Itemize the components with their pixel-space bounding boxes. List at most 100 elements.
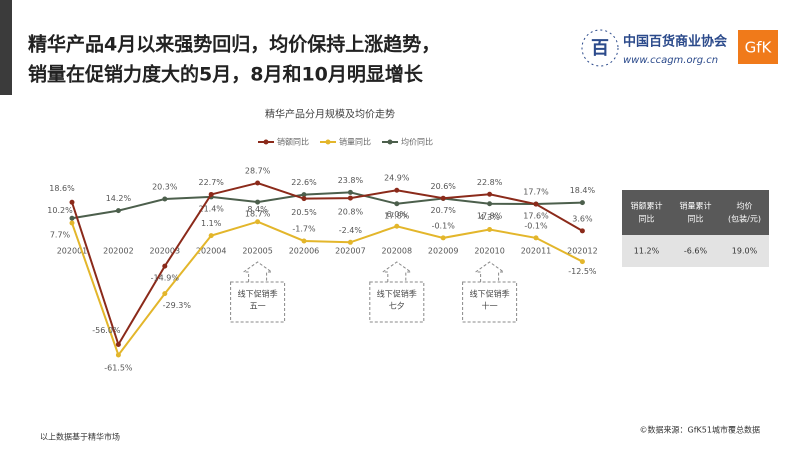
point	[347, 239, 353, 245]
x-tick-label: 202007	[335, 247, 366, 256]
table-header: 同比	[688, 214, 704, 224]
chart-title: 精华产品分月规模及均价走势	[265, 108, 395, 121]
x-tick-label: 202012	[567, 247, 598, 256]
arrow	[242, 261, 274, 282]
point	[208, 233, 214, 239]
x-tick-label: 202008	[382, 247, 413, 256]
point	[115, 208, 121, 214]
point	[579, 200, 585, 206]
point	[394, 201, 400, 207]
data-label: 20.3%	[152, 183, 178, 192]
data-label: 17.8%	[384, 211, 410, 220]
legend-marker	[387, 139, 393, 145]
data-label: 18.7%	[245, 210, 271, 219]
x-tick-label: 202011	[521, 247, 552, 256]
point	[162, 196, 168, 202]
data-label: 23.8%	[338, 176, 364, 185]
table-header: 销额累计	[631, 201, 663, 211]
data-label: 8.4%	[247, 205, 268, 214]
point	[69, 215, 75, 221]
point	[115, 342, 121, 348]
x-tick-label: 202006	[289, 247, 320, 256]
data-label: 10.2%	[47, 206, 73, 215]
data-label: -0.1%	[432, 221, 456, 230]
series-line	[71, 220, 583, 358]
series-line	[71, 181, 583, 347]
annotation-title: 线下促销季	[238, 289, 278, 299]
legend-label: 均价同比	[401, 137, 433, 147]
data-label: 18.4%	[570, 186, 596, 195]
table-row-bg	[622, 235, 769, 267]
data-label: -14.9%	[151, 274, 180, 283]
point	[255, 180, 261, 186]
arrow	[474, 261, 506, 282]
data-label: -1.7%	[292, 224, 316, 233]
point	[394, 223, 400, 229]
annotation-label: 五一	[250, 302, 266, 311]
source: ©数据来源：GfK51城市覆总数据	[640, 425, 760, 435]
point	[301, 196, 307, 202]
data-label: 22.6%	[291, 178, 317, 187]
data-label: 20.5%	[291, 208, 317, 217]
legend-label: 销额同比	[277, 137, 309, 147]
point	[579, 259, 585, 265]
point	[162, 263, 168, 269]
data-label: 21.4%	[198, 204, 224, 213]
point	[533, 201, 539, 207]
data-label: -2.4%	[339, 226, 363, 235]
point	[347, 195, 353, 201]
data-label: -56.0%	[92, 326, 121, 335]
annotation-box	[369, 281, 425, 323]
point	[255, 219, 261, 225]
annotation-box	[462, 281, 518, 323]
point	[440, 235, 446, 241]
annotation-title: 线下促销季	[470, 289, 510, 299]
point	[301, 238, 307, 244]
data-label: 24.9%	[384, 174, 410, 183]
slide-title: 精华产品4月以来强势回归，均价保持上涨趋势，	[28, 33, 440, 56]
legend-marker	[325, 139, 331, 145]
legend-label: 销量同比	[339, 137, 371, 147]
data-label: 20.7%	[430, 206, 456, 215]
table-cell: 19.0%	[732, 247, 758, 256]
data-label: 18.6%	[49, 184, 75, 193]
logo-mark	[581, 29, 619, 67]
x-tick-label: 202004	[196, 247, 227, 256]
point	[440, 195, 446, 201]
accent-bar	[0, 0, 12, 95]
x-tick-label: 202005	[242, 247, 273, 256]
data-label: 7.7%	[50, 231, 71, 240]
x-tick-label: 202001	[57, 247, 88, 256]
annotation-box	[230, 281, 286, 323]
annotation-title: 线下促销季	[377, 289, 417, 299]
point	[208, 191, 214, 197]
series-line	[71, 191, 583, 220]
data-label: -61.5%	[104, 364, 133, 373]
brand: GfK	[745, 39, 773, 57]
data-label: -0.1%	[524, 221, 548, 230]
brand-box	[738, 30, 778, 64]
slide-title: 销量在促销力度大的5月，8月和10月明显增长	[28, 63, 424, 86]
point	[579, 228, 585, 234]
x-tick-label: 202002	[103, 247, 134, 256]
annotation-label: 十一	[482, 301, 498, 311]
footnote: 以上数据基于精华市场	[40, 432, 120, 442]
data-label: 22.7%	[198, 178, 224, 187]
data-label: 1.1%	[201, 219, 222, 228]
x-tick-label: 202010	[474, 247, 505, 256]
table-header: 均价	[737, 201, 753, 211]
data-label: 17.6%	[523, 212, 549, 221]
point	[487, 227, 493, 233]
data-label: 17.8%	[477, 211, 503, 220]
data-label: 3.6%	[572, 214, 593, 223]
table-header-bg	[622, 190, 769, 235]
point	[115, 352, 121, 358]
point	[69, 199, 75, 205]
data-label: 4.3%	[479, 213, 500, 222]
point	[255, 199, 261, 205]
data-label: 20.8%	[338, 208, 364, 217]
logo-glyph: 百	[591, 38, 609, 59]
data-label: 14.2%	[106, 194, 132, 203]
data-label: 28.7%	[245, 167, 271, 176]
data-label: 20.6%	[430, 182, 456, 191]
